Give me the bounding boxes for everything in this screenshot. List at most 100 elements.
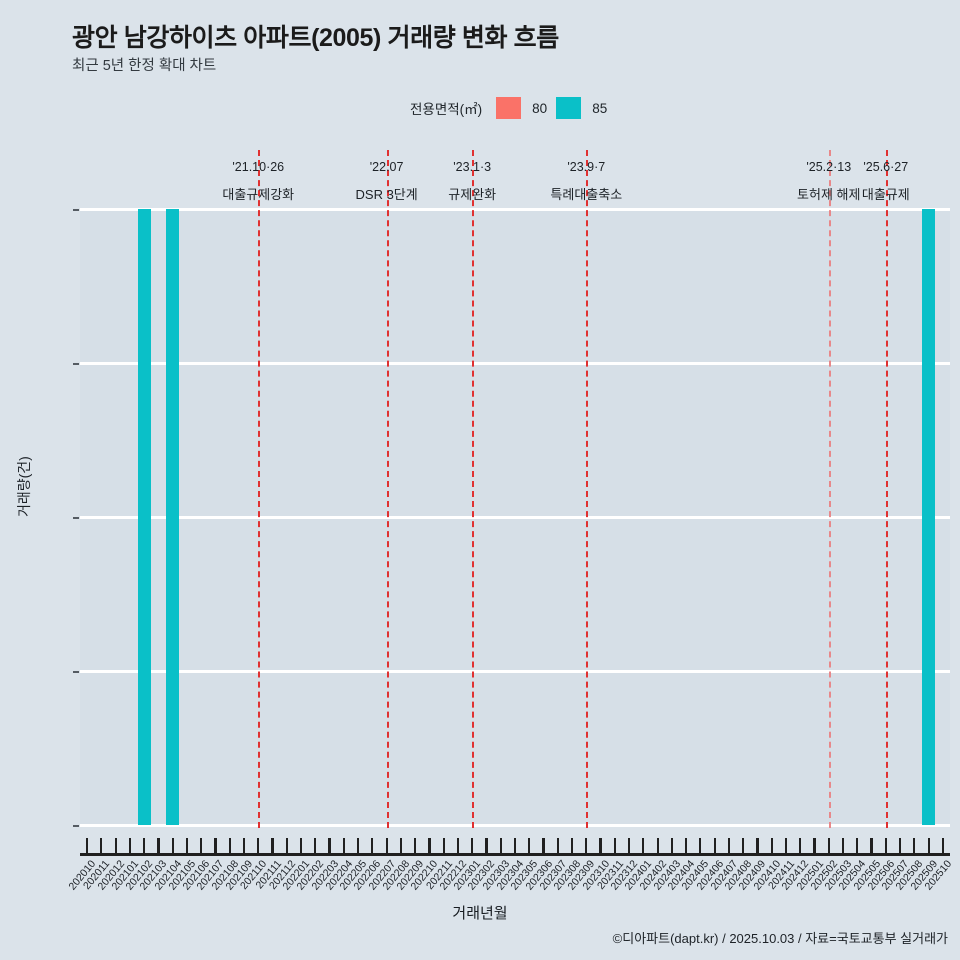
x-tick-mark xyxy=(471,838,474,853)
y-tick-mark xyxy=(73,209,79,211)
x-tick-mark xyxy=(613,838,616,853)
event-date-202110: '21.10·26 xyxy=(232,160,285,174)
event-name-202309: 특례대출축소 xyxy=(550,187,623,202)
legend-item-85[interactable]: 85 xyxy=(556,97,607,119)
x-tick-mark xyxy=(528,838,531,853)
y-tick-mark xyxy=(73,363,79,365)
event-date-202309: '23.9·7 xyxy=(567,160,606,174)
event-line-202502 xyxy=(828,150,831,828)
event-name-202110: 대출규제강화 xyxy=(222,187,295,202)
event-date-202506: '25.6·27 xyxy=(863,160,909,174)
x-tick-mark xyxy=(742,838,745,853)
gridline xyxy=(80,361,950,365)
x-tick-mark xyxy=(799,838,802,853)
x-tick-mark xyxy=(585,838,588,853)
bar-202509-85[interactable] xyxy=(922,209,936,825)
x-tick-mark xyxy=(114,838,117,853)
x-tick-mark xyxy=(499,838,502,853)
x-tick-mark xyxy=(599,838,602,853)
x-tick-mark xyxy=(713,838,716,853)
x-tick-mark xyxy=(485,838,488,853)
x-tick-mark xyxy=(128,838,131,853)
bar-202104-85[interactable] xyxy=(166,209,180,825)
page-title: 광안 남강하이츠 아파트(2005) 거래량 변화 흐름 xyxy=(72,24,559,52)
x-tick-mark xyxy=(827,838,830,853)
x-tick-mark xyxy=(813,838,816,853)
y-tick-mark xyxy=(73,517,79,519)
x-tick-mark xyxy=(699,838,702,853)
x-tick-mark xyxy=(399,838,402,853)
legend-title: 전용면적(㎡) xyxy=(410,102,483,117)
x-tick-mark xyxy=(257,838,260,853)
x-tick-mark xyxy=(856,838,859,853)
x-tick-mark xyxy=(513,838,517,853)
x-tick-mark xyxy=(342,838,345,853)
x-tick-mark xyxy=(414,838,417,853)
event-name-202301: 규제완화 xyxy=(448,187,497,202)
x-tick-mark xyxy=(756,838,759,853)
gridline xyxy=(80,823,950,827)
x-tick-mark xyxy=(185,838,189,853)
event-date-202502: '25.2·13 xyxy=(806,160,852,174)
gridline xyxy=(80,207,950,211)
x-tick-mark xyxy=(314,838,317,853)
legend-label-85: 85 xyxy=(592,100,608,116)
y-tick-mark xyxy=(73,825,79,827)
x-tick-mark xyxy=(884,838,887,853)
x-tick-mark xyxy=(870,838,873,853)
event-line-202301 xyxy=(472,150,475,828)
x-tick-mark xyxy=(428,838,431,853)
event-line-202207 xyxy=(386,150,389,828)
y-tick-mark xyxy=(73,671,79,673)
x-axis-title: 거래년월 xyxy=(452,905,508,922)
x-tick-mark xyxy=(442,838,445,853)
bar-202102-85[interactable] xyxy=(137,209,151,825)
x-tick-mark xyxy=(271,838,274,853)
x-tick-mark xyxy=(100,838,103,853)
x-tick-mark xyxy=(898,838,902,853)
chart-legend: 전용면적(㎡) 80 85 xyxy=(410,97,607,119)
x-tick-mark xyxy=(285,838,288,853)
legend-label-80: 80 xyxy=(532,100,548,116)
event-name-202506: 대출규제 xyxy=(861,187,910,202)
x-tick-mark xyxy=(913,838,916,853)
x-tick-mark xyxy=(784,838,788,853)
x-tick-mark xyxy=(371,838,374,853)
x-tick-mark xyxy=(157,838,160,853)
x-tick-mark xyxy=(242,838,246,853)
x-tick-mark xyxy=(642,838,645,853)
x-tick-mark xyxy=(727,838,731,853)
x-tick-mark xyxy=(941,838,944,853)
x-tick-mark xyxy=(570,838,574,853)
x-tick-mark xyxy=(841,838,845,853)
page-subtitle: 최근 5년 한정 확대 차트 xyxy=(72,58,217,74)
x-tick-mark xyxy=(228,838,231,853)
x-tick-mark xyxy=(214,838,217,853)
x-tick-mark xyxy=(171,838,174,853)
x-tick-mark xyxy=(927,838,930,853)
legend-item-80[interactable]: 80 xyxy=(496,97,547,119)
legend-swatch-80 xyxy=(496,97,522,119)
x-tick-mark xyxy=(770,838,773,853)
y-axis-title: 거래량(건) xyxy=(16,456,32,517)
x-tick-mark xyxy=(670,838,673,853)
event-name-202502: 토허제 해제 xyxy=(797,187,861,202)
x-tick-mark xyxy=(86,838,89,853)
x-tick-mark xyxy=(556,838,559,853)
event-line-202110 xyxy=(258,150,261,828)
x-tick-mark xyxy=(685,838,688,853)
x-tick-mark xyxy=(385,838,388,853)
event-name-202207: DSR 3단계 xyxy=(355,187,418,202)
x-tick-mark xyxy=(542,838,545,853)
x-tick-mark xyxy=(456,838,460,853)
x-axis-line xyxy=(80,853,950,856)
x-tick-mark xyxy=(656,838,659,853)
event-line-202309 xyxy=(586,150,589,828)
x-tick-mark xyxy=(299,838,303,853)
x-tick-mark xyxy=(357,838,360,853)
event-date-202301: '23.1·3 xyxy=(453,160,492,174)
x-tick-mark xyxy=(143,838,146,853)
x-tick-mark xyxy=(627,838,631,853)
x-tick-mark xyxy=(200,838,203,853)
